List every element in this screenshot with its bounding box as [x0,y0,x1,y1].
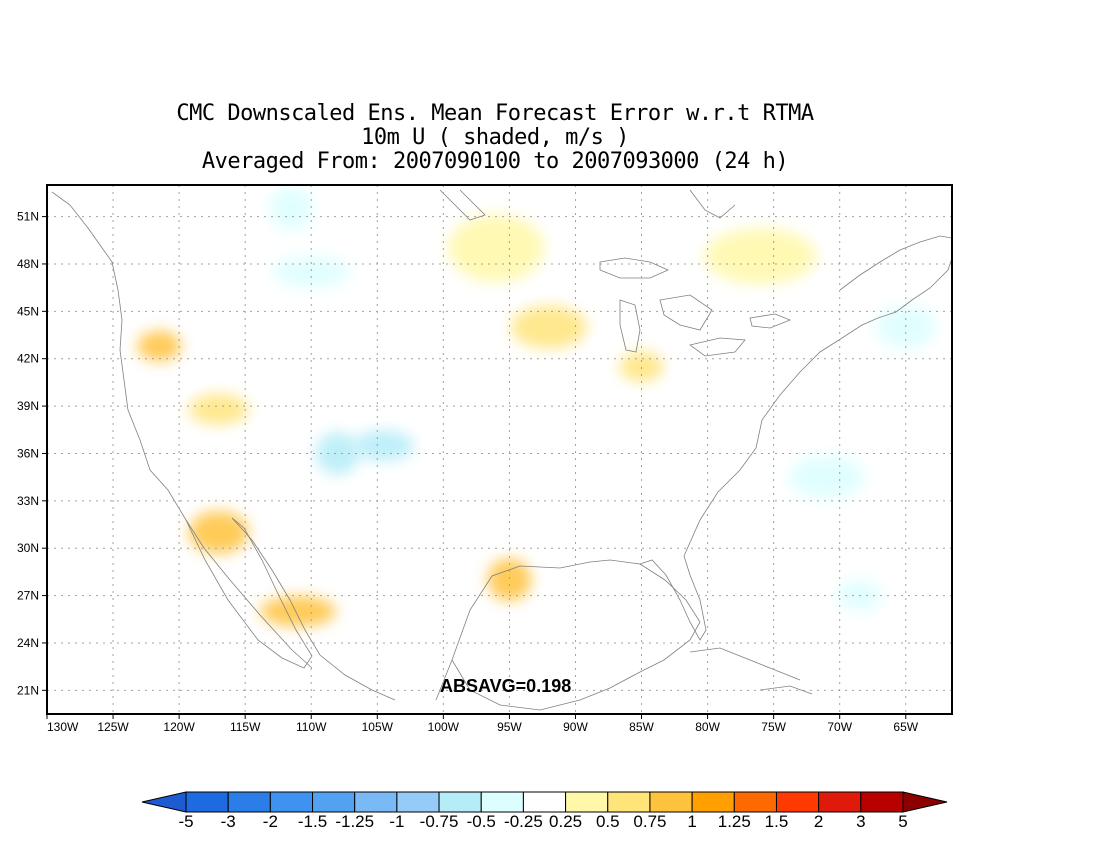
shaded-cell [788,455,865,499]
colorbar-level-label: -1.5 [298,812,327,831]
colorbar-level-label: -2 [263,812,278,831]
lat-tick-label: 36N [17,446,39,460]
colorbar-level-label: -1 [389,812,404,831]
shaded-cell [137,330,182,362]
colorbar-swatch [522,791,567,813]
colorbar-level-label: 3 [856,812,865,831]
shaded-cell [704,228,817,285]
lon-tick-label: 75W [761,720,786,734]
shaded-cell [619,351,664,382]
colorbar-level-label: -3 [221,812,236,831]
lat-tick-label: 27N [17,589,39,603]
lat-tick-label: 51N [17,210,39,224]
shaded-field [137,187,936,627]
chart-title: CMC Downscaled Ens. Mean Forecast Error … [0,102,990,174]
colorbar-swatch [607,791,651,813]
lon-tick-label: 70W [827,720,852,734]
shaded-cell [188,393,249,425]
lat-axis-labels: 51N 48N 45N 42N 39N 36N 33N 30N 27N 24N 21N [17,210,47,697]
colorbar-level-label: 0.75 [633,812,666,831]
shaded-cell [487,558,532,602]
shaded-cell [511,305,588,349]
lon-tick-label: 120W [163,720,195,734]
lat-tick-label: 42N [17,352,39,366]
lon-axis-labels: 130W 125W 120W 115W 110W 105W 100W 95W 90W 85W 80W… [46,714,919,734]
colorbar-swatch [354,791,398,813]
colorbar-swatch [227,791,271,813]
lon-tick-label: 115W [230,720,261,734]
shaded-cell [875,305,936,349]
lon-tick-label: 85W [629,720,654,734]
colorbar-swatch [565,791,609,813]
absavg-stat: ABSAVG=0.198 [440,676,572,696]
colorbar-level-label: 1.25 [718,812,751,831]
colorbar-level-label: 2 [814,812,823,831]
colorbar-level-label: -5 [178,812,193,831]
colorbar-level-label: 0.25 [549,812,582,831]
lon-tick-label: 65W [893,720,918,734]
lat-tick-label: 48N [17,257,39,271]
lon-tick-label: 130W [47,720,79,734]
colorbar-swatch [649,791,693,813]
colorbar-level-label: -0.5 [467,812,496,831]
lon-tick-label: 105W [362,720,394,734]
colorbar-swatch [480,791,524,813]
colorbar-swatch [691,791,735,813]
colorbar-level-label: -1.25 [335,812,374,831]
lon-tick-label: 80W [695,720,720,734]
lon-tick-label: 95W [497,720,522,734]
lat-tick-label: 33N [17,494,39,508]
shaded-cell [273,256,350,288]
colorbar-swatch [818,791,862,813]
lat-tick-label: 45N [17,304,39,318]
colorbar-level-label: 1 [687,812,696,831]
colorbar-swatch [860,791,904,813]
colorbar-level-label: 0.5 [596,812,620,831]
lat-tick-label: 21N [17,683,39,697]
colorbar-swatch [733,791,777,813]
shaded-cell [448,214,545,283]
lon-tick-label: 100W [428,720,460,734]
colorbar-swatch [185,791,229,813]
coastlines [51,189,952,711]
colorbar-swatch [396,791,440,813]
colorbar-level-label: -0.75 [420,812,459,831]
colorbar-swatch [269,791,314,813]
lon-tick-label: 110W [296,720,327,734]
title-line-3: Averaged From: 2007090100 to 2007093000 … [201,149,789,174]
title-line-1: CMC Downscaled Ens. Mean Forecast Error … [176,101,814,126]
lat-tick-label: 39N [17,399,39,413]
lon-tick-label: 90W [563,720,588,734]
colorbar: -5 -3 -2 -1.5 -1.25 -1 -0.75 -0.5 -0.25 0.25 0.5 0.… [141,791,948,831]
colorbar-over-arrow [902,791,948,813]
title-line-2: 10m U ( shaded, m/s ) [361,125,629,150]
shaded-cell [269,187,314,231]
shaded-cell [315,432,360,475]
colorbar-under-arrow [141,791,187,813]
colorbar-level-label: 5 [898,812,907,831]
lat-tick-label: 30N [17,541,39,555]
shaded-cell [188,511,249,554]
lat-tick-label: 24N [17,636,39,650]
shaded-cell [353,430,414,461]
colorbar-swatch [312,791,356,813]
map-frame [46,184,953,715]
lon-tick-label: 125W [97,720,129,734]
colorbar-swatch [775,791,820,813]
colorbar-level-label: 1.5 [765,812,789,831]
shaded-cell [260,595,337,627]
colorbar-level-label: -0.25 [504,812,543,831]
colorbar-swatch [438,791,482,813]
